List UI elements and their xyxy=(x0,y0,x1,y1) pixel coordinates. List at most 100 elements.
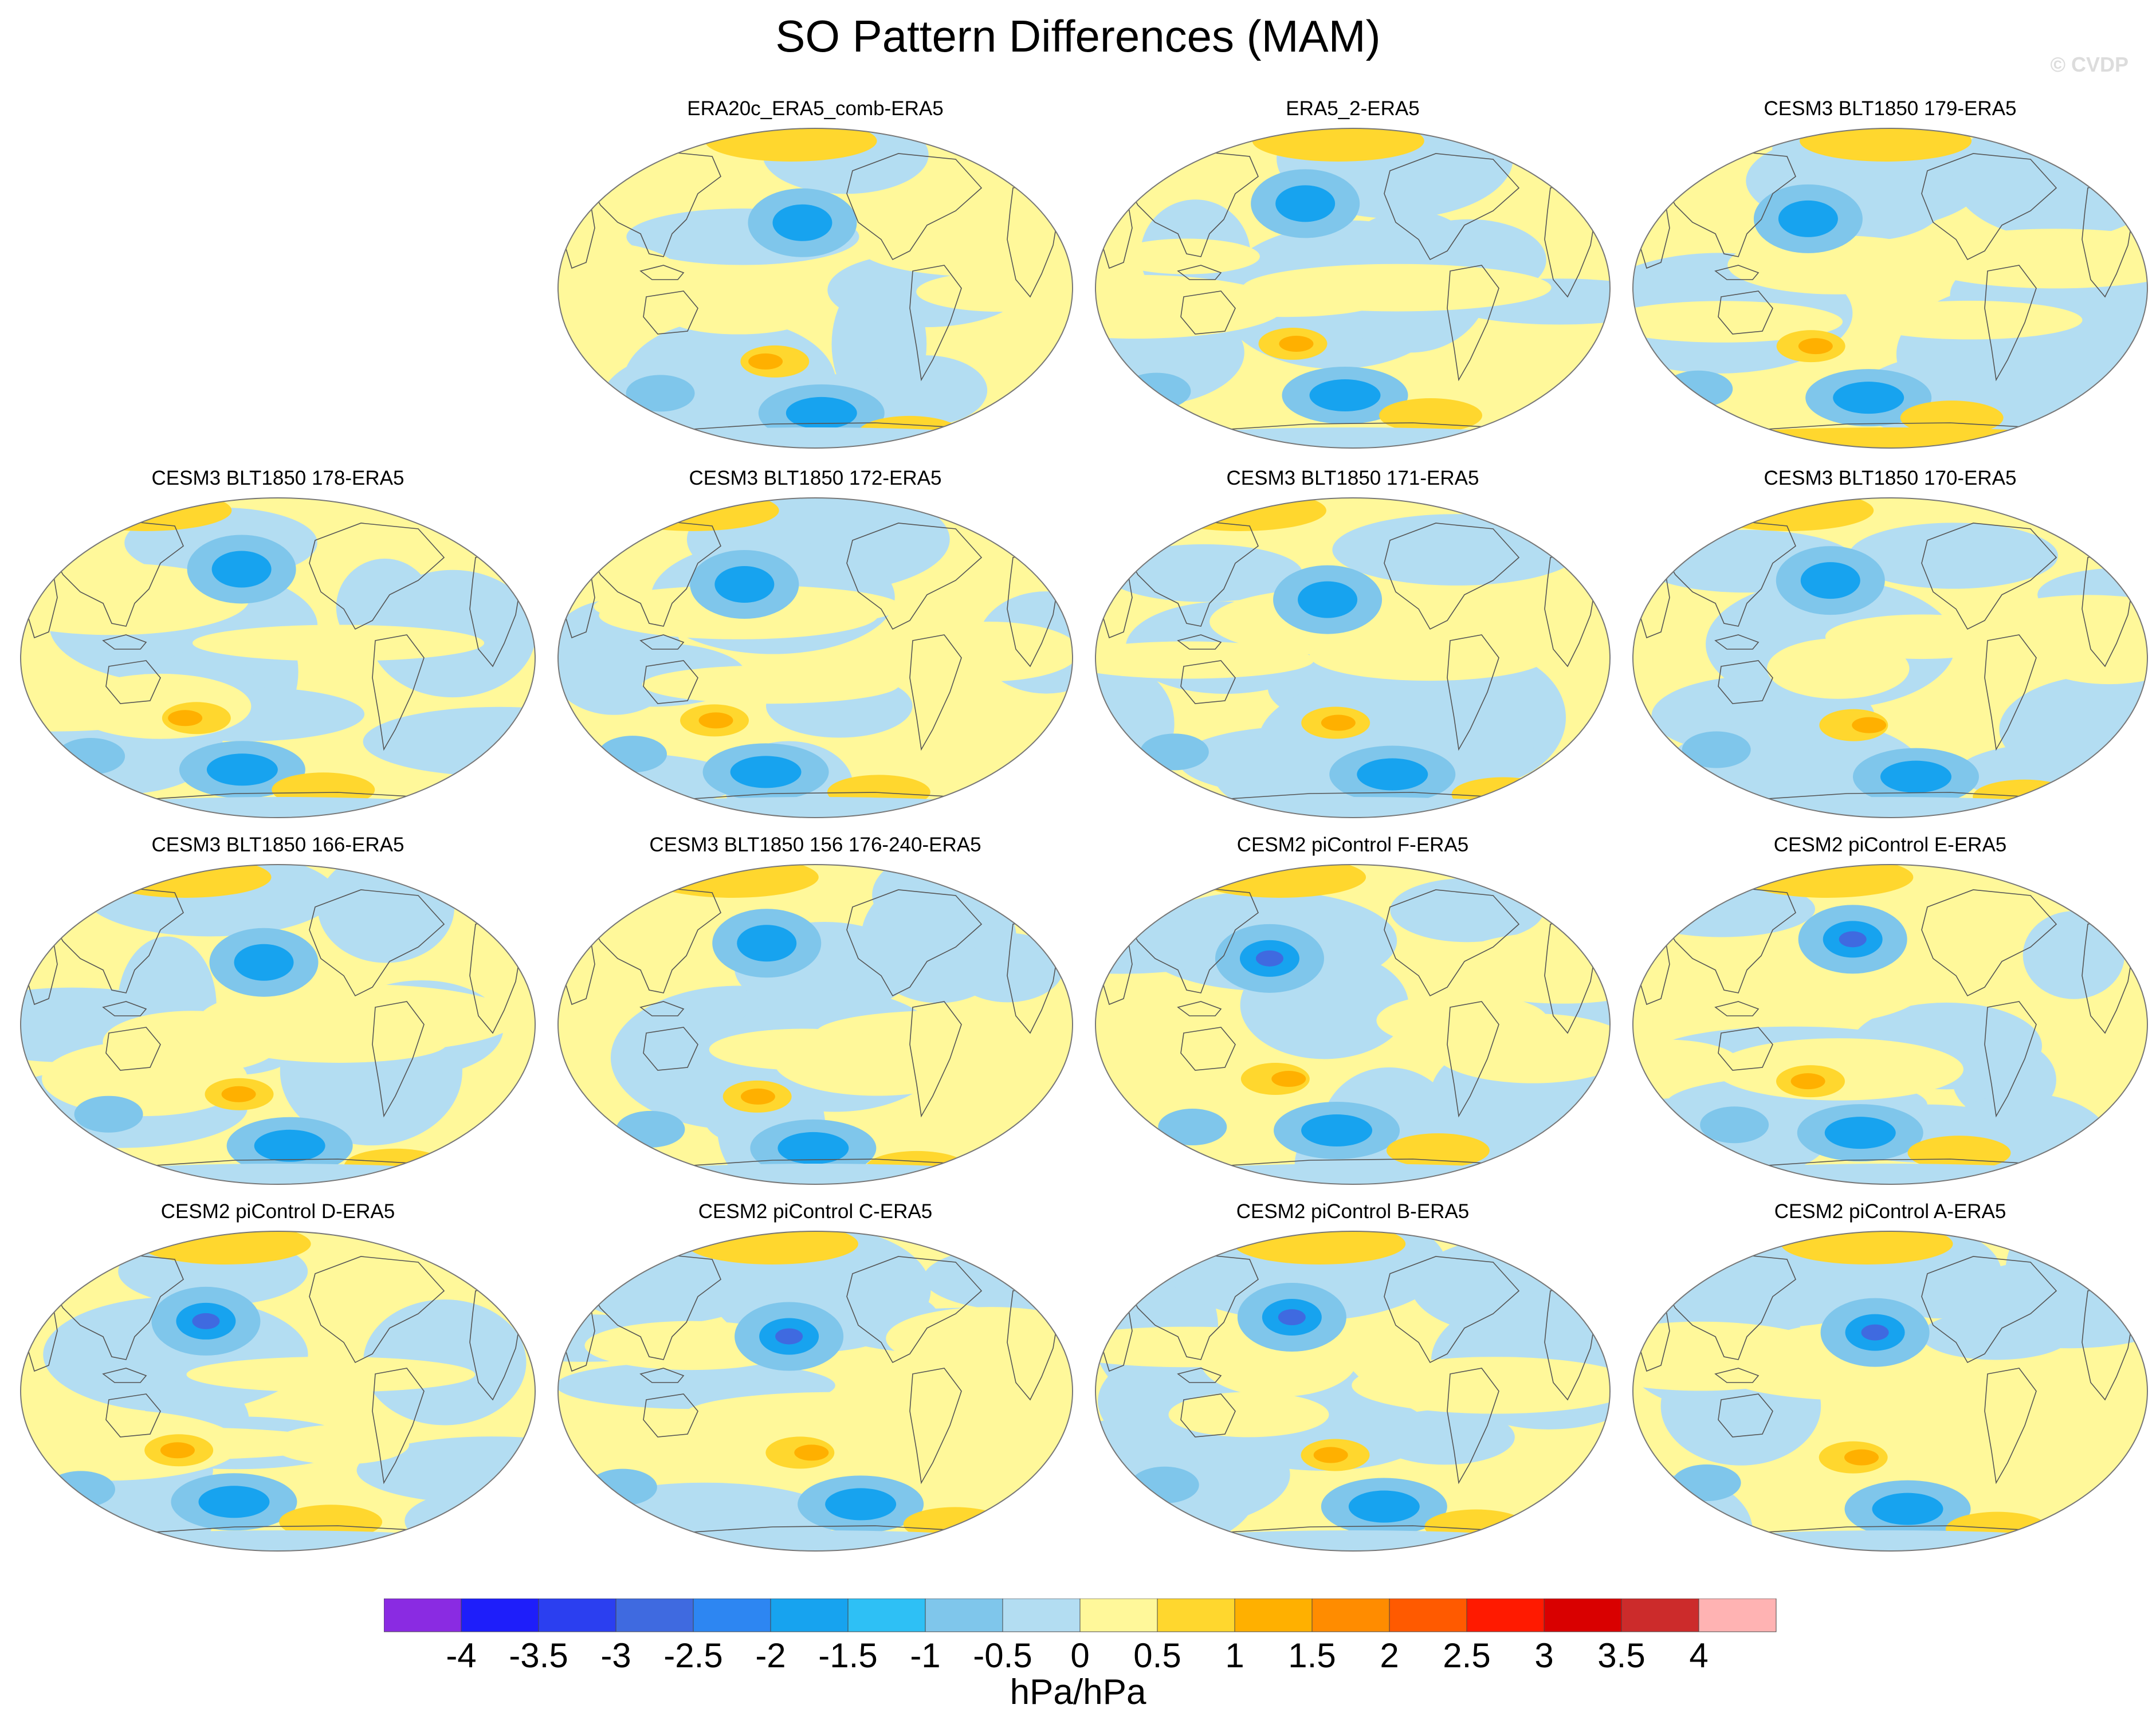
map-outline xyxy=(557,1231,1073,1552)
panel-title: CESM2 piControl E-ERA5 xyxy=(1773,834,2007,856)
coastline xyxy=(846,1256,983,1364)
contour-core-blue xyxy=(1255,950,1283,967)
coastline xyxy=(1126,520,1259,627)
map-panel: ERA20c_ERA5_comb-ERA5 xyxy=(549,97,1082,449)
coastline xyxy=(372,1368,425,1485)
contour-map xyxy=(557,128,1073,449)
colorbar-swatch xyxy=(538,1599,616,1632)
contour-region-light-yellow xyxy=(859,218,1073,277)
contour-region-dark-yellow xyxy=(1321,714,1356,731)
map-outline xyxy=(557,497,1073,818)
map-outline xyxy=(20,864,536,1185)
contour-region-dark-blue xyxy=(1275,185,1336,222)
contour-region-light-yellow xyxy=(898,622,1073,682)
contour-region-light-yellow xyxy=(1446,932,1610,1004)
contour-region-light-yellow xyxy=(1242,264,1552,312)
coastline xyxy=(1714,1001,1760,1016)
coastline xyxy=(309,889,445,997)
coastline xyxy=(1126,1253,1259,1360)
coastline xyxy=(51,886,184,993)
coastline xyxy=(643,1393,698,1438)
contour-region-light-blue xyxy=(2023,911,2125,999)
contour-region-light-blue xyxy=(864,355,988,426)
coastline xyxy=(1126,886,1259,993)
colorbar-swatch xyxy=(1311,1599,1390,1632)
panel-title: CESM3 BLT1850 172-ERA5 xyxy=(689,467,942,489)
colorbar-swatch xyxy=(1466,1599,1545,1632)
coastline xyxy=(1663,1253,1796,1360)
coastline xyxy=(909,1001,962,1118)
coastline xyxy=(1177,634,1222,650)
map-outline xyxy=(1095,128,1611,449)
colorbar-tick-label: 2.5 xyxy=(1443,1636,1490,1671)
colorbar-swatch xyxy=(461,1599,539,1632)
contour-region-mid-blue xyxy=(1700,1106,1769,1144)
coastline xyxy=(1921,153,2057,261)
coastline xyxy=(1984,1368,2037,1485)
map-panel: CESM3 BLT1850 170-ERA5 xyxy=(1624,467,2156,818)
contour-region-dark-yellow xyxy=(1271,1071,1306,1087)
contour-map xyxy=(557,864,1073,1185)
contour-region-light-blue xyxy=(356,1436,535,1505)
map-panel: CESM3 BLT1850 172-ERA5 xyxy=(549,467,1082,818)
coastline xyxy=(1447,634,1499,751)
colorbar-swatch xyxy=(1389,1599,1467,1632)
map-panel: CESM3 BLT1850 178-ERA5 xyxy=(11,467,544,818)
contour-region-dark-yellow xyxy=(1844,1449,1879,1466)
coastline xyxy=(51,1253,184,1360)
map-outline xyxy=(1095,497,1611,818)
contour-map xyxy=(1632,1231,2148,1552)
contour-region-light-blue xyxy=(1848,523,2058,589)
coastline xyxy=(372,1001,425,1118)
contour-region-light-yellow xyxy=(1633,301,1843,343)
contour-region-dark-yellow xyxy=(221,1086,256,1102)
colorbar-swatch xyxy=(1698,1599,1777,1632)
contour-region-light-yellow xyxy=(667,299,810,335)
contour-region-dark-blue xyxy=(1301,1114,1373,1147)
contour-core-blue xyxy=(775,1328,803,1345)
coastline xyxy=(909,265,962,382)
coastline xyxy=(51,520,184,627)
coastline xyxy=(1384,1256,1520,1364)
contour-region-dark-blue xyxy=(1778,200,1838,237)
contour-region-mid-blue xyxy=(1672,1464,1741,1501)
colorbar-tick-label: 3.5 xyxy=(1597,1636,1645,1671)
coastline xyxy=(1126,150,1259,257)
contour-region-dark-yellow xyxy=(1790,1073,1825,1090)
contour-region-dark-blue xyxy=(1872,1493,1943,1525)
coastline xyxy=(105,660,161,704)
colorbar-tick-label: 1.5 xyxy=(1288,1636,1336,1671)
contour-region-light-yellow xyxy=(1095,274,1285,339)
colorbar-swatch xyxy=(1079,1599,1158,1632)
coastline xyxy=(1447,265,1499,382)
panel-title: ERA5_2-ERA5 xyxy=(1286,97,1420,120)
coastline xyxy=(639,1001,685,1016)
coastline xyxy=(588,1253,721,1360)
watermark: © CVDP xyxy=(2050,53,2128,76)
panel-title: CESM2 piControl C-ERA5 xyxy=(698,1200,933,1223)
contour-region-dark-blue xyxy=(211,551,272,588)
contour-region-mid-blue xyxy=(1158,1109,1227,1146)
coastline xyxy=(1663,886,1796,993)
coastline xyxy=(909,634,962,751)
contour-map xyxy=(20,864,536,1185)
panel-title: CESM2 piControl A-ERA5 xyxy=(1774,1200,2006,1223)
coastline xyxy=(643,290,698,335)
coastline xyxy=(102,634,147,650)
contour-map xyxy=(557,497,1073,818)
coastline xyxy=(909,1368,962,1485)
contour-region-light-yellow xyxy=(916,272,1073,312)
panel-title: CESM3 BLT1850 156 176-240-ERA5 xyxy=(649,834,981,856)
contour-region-mid-yellow xyxy=(1973,779,2076,814)
contour-region-light-yellow xyxy=(1633,958,1746,1024)
map-outline xyxy=(1095,864,1611,1185)
coastline xyxy=(1718,1027,1773,1071)
contour-core-blue xyxy=(192,1313,220,1329)
contour-region-mid-yellow xyxy=(1907,1136,2011,1171)
contour-region-dark-yellow xyxy=(698,712,733,729)
coastline xyxy=(1714,265,1760,280)
coastline xyxy=(643,1027,698,1071)
map-panel: CESM3 BLT1850 156 176-240-ERA5 xyxy=(549,834,1082,1185)
panel-title: CESM3 BLT1850 166-ERA5 xyxy=(151,834,405,856)
colorbar-tick-label: -1 xyxy=(910,1636,940,1671)
